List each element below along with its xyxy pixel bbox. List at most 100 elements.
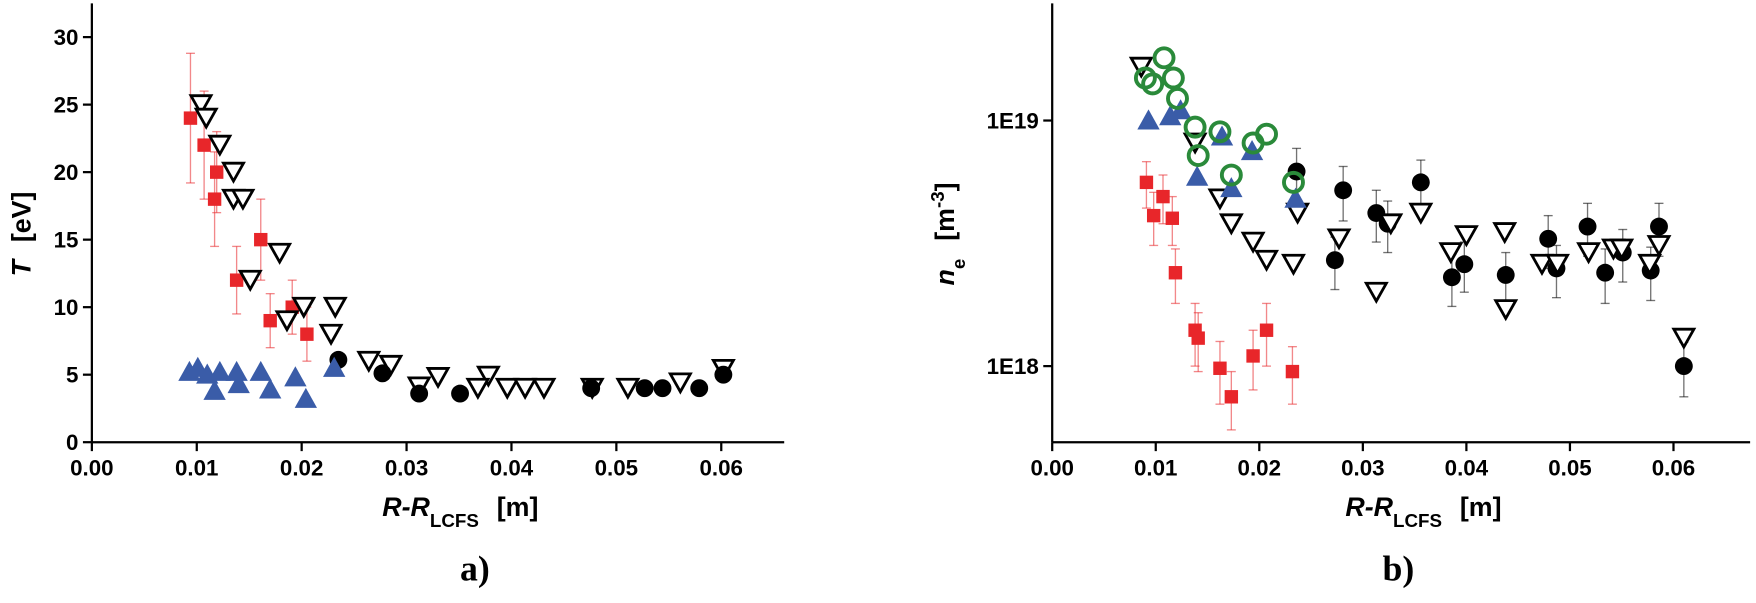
data-point	[193, 107, 219, 130]
data-point	[254, 232, 268, 247]
data-point	[1186, 144, 1210, 168]
data-point	[249, 360, 272, 381]
x-tick-label: 0.00	[70, 456, 113, 481]
data-point	[183, 111, 198, 125]
data-point	[284, 366, 307, 387]
axis-label-part: ]	[930, 182, 960, 191]
x-tick-label: 0.06	[700, 456, 743, 481]
data-point	[653, 379, 672, 398]
y-tick-label: 30	[54, 25, 79, 50]
x-axis-label: R-RLCFS [m]	[382, 492, 538, 531]
data-point	[1284, 187, 1307, 208]
data-point	[1213, 361, 1227, 375]
y-tick-label: 10	[54, 295, 79, 320]
data-point	[1168, 266, 1183, 280]
data-point	[1240, 140, 1264, 161]
data-point	[1159, 105, 1182, 126]
data-point	[1281, 253, 1306, 276]
data-point	[1282, 170, 1305, 194]
data-point	[582, 379, 601, 398]
data-point	[1637, 253, 1663, 276]
data-point	[1674, 357, 1693, 376]
axis-label-part: [eV]	[6, 192, 36, 243]
data-point	[373, 364, 392, 383]
x-tick-label: 0.04	[1445, 456, 1489, 481]
y-tick-label: 1E19	[987, 108, 1039, 133]
y-axis-label: ne [m-3]	[926, 182, 968, 285]
caption: a)	[460, 549, 490, 589]
data-point	[1220, 177, 1243, 198]
data-point	[1208, 120, 1232, 144]
x-tick-label: 0.05	[595, 456, 638, 481]
x-tick-label: 0.03	[385, 456, 428, 481]
x-tick-label: 0.03	[1341, 456, 1384, 481]
data-point	[494, 377, 520, 400]
data-point	[1576, 242, 1602, 265]
data-point	[1255, 122, 1278, 146]
data-point	[294, 387, 318, 408]
data-point	[1183, 115, 1207, 139]
data-point	[1285, 364, 1300, 379]
y-tick-label: 5	[66, 363, 78, 388]
data-point	[1191, 331, 1205, 345]
data-point	[1408, 202, 1434, 225]
y-tick-label: 20	[54, 160, 79, 185]
data-point	[1137, 109, 1160, 130]
data-point	[291, 296, 317, 319]
x-tick-label: 0.01	[175, 456, 218, 481]
data-point	[531, 377, 557, 400]
data-point	[410, 384, 429, 403]
data-point	[1650, 217, 1668, 236]
data-point	[1166, 87, 1189, 110]
y-tick-label: 25	[54, 92, 79, 117]
data-point	[1596, 263, 1615, 282]
data-point	[209, 165, 224, 179]
axis-label-part: [m]	[497, 492, 539, 522]
data-point	[274, 310, 300, 333]
data-point	[188, 94, 214, 117]
axis-label-part: R-R	[1345, 492, 1393, 522]
data-point	[1496, 266, 1515, 284]
data-point	[1334, 181, 1353, 200]
data-point	[1529, 253, 1555, 276]
data-point	[221, 161, 246, 184]
data-point	[690, 379, 709, 398]
data-point	[451, 384, 469, 403]
y-tick-label: 0	[66, 430, 78, 455]
data-point	[512, 377, 538, 400]
x-tick-label: 0.04	[490, 456, 534, 481]
data-point	[1442, 268, 1461, 287]
data-point	[1156, 189, 1170, 204]
axis-label-part: e	[947, 259, 968, 269]
y-axis-label: T [eV]	[6, 192, 36, 277]
axis-label-part: T	[6, 257, 36, 276]
data-point	[225, 360, 248, 381]
axis-label-part: [m	[930, 208, 960, 241]
data-point	[1453, 225, 1479, 248]
x-axis-label: R-RLCFS [m]	[1345, 492, 1501, 531]
data-point	[1411, 173, 1430, 192]
data-point	[1141, 72, 1165, 96]
data-point	[1139, 175, 1154, 190]
data-point	[1545, 253, 1570, 276]
data-point	[1161, 66, 1185, 90]
axis-label-part: -3	[926, 191, 947, 208]
data-point	[1259, 323, 1274, 337]
data-point	[208, 360, 232, 381]
data-point	[1578, 217, 1597, 236]
y-tick-label: 15	[54, 227, 79, 252]
data-point	[1539, 229, 1558, 248]
data-point	[203, 379, 226, 400]
data-point	[1671, 327, 1697, 350]
x-tick-label: 0.06	[1652, 456, 1695, 481]
data-point	[259, 378, 282, 399]
x-tick-label: 0.02	[1238, 456, 1281, 481]
data-point	[1224, 390, 1239, 404]
data-point	[1240, 231, 1266, 254]
y-tick-label: 1E18	[987, 354, 1039, 379]
data-point	[207, 134, 233, 157]
data-point	[237, 269, 263, 292]
data-point	[230, 188, 256, 211]
